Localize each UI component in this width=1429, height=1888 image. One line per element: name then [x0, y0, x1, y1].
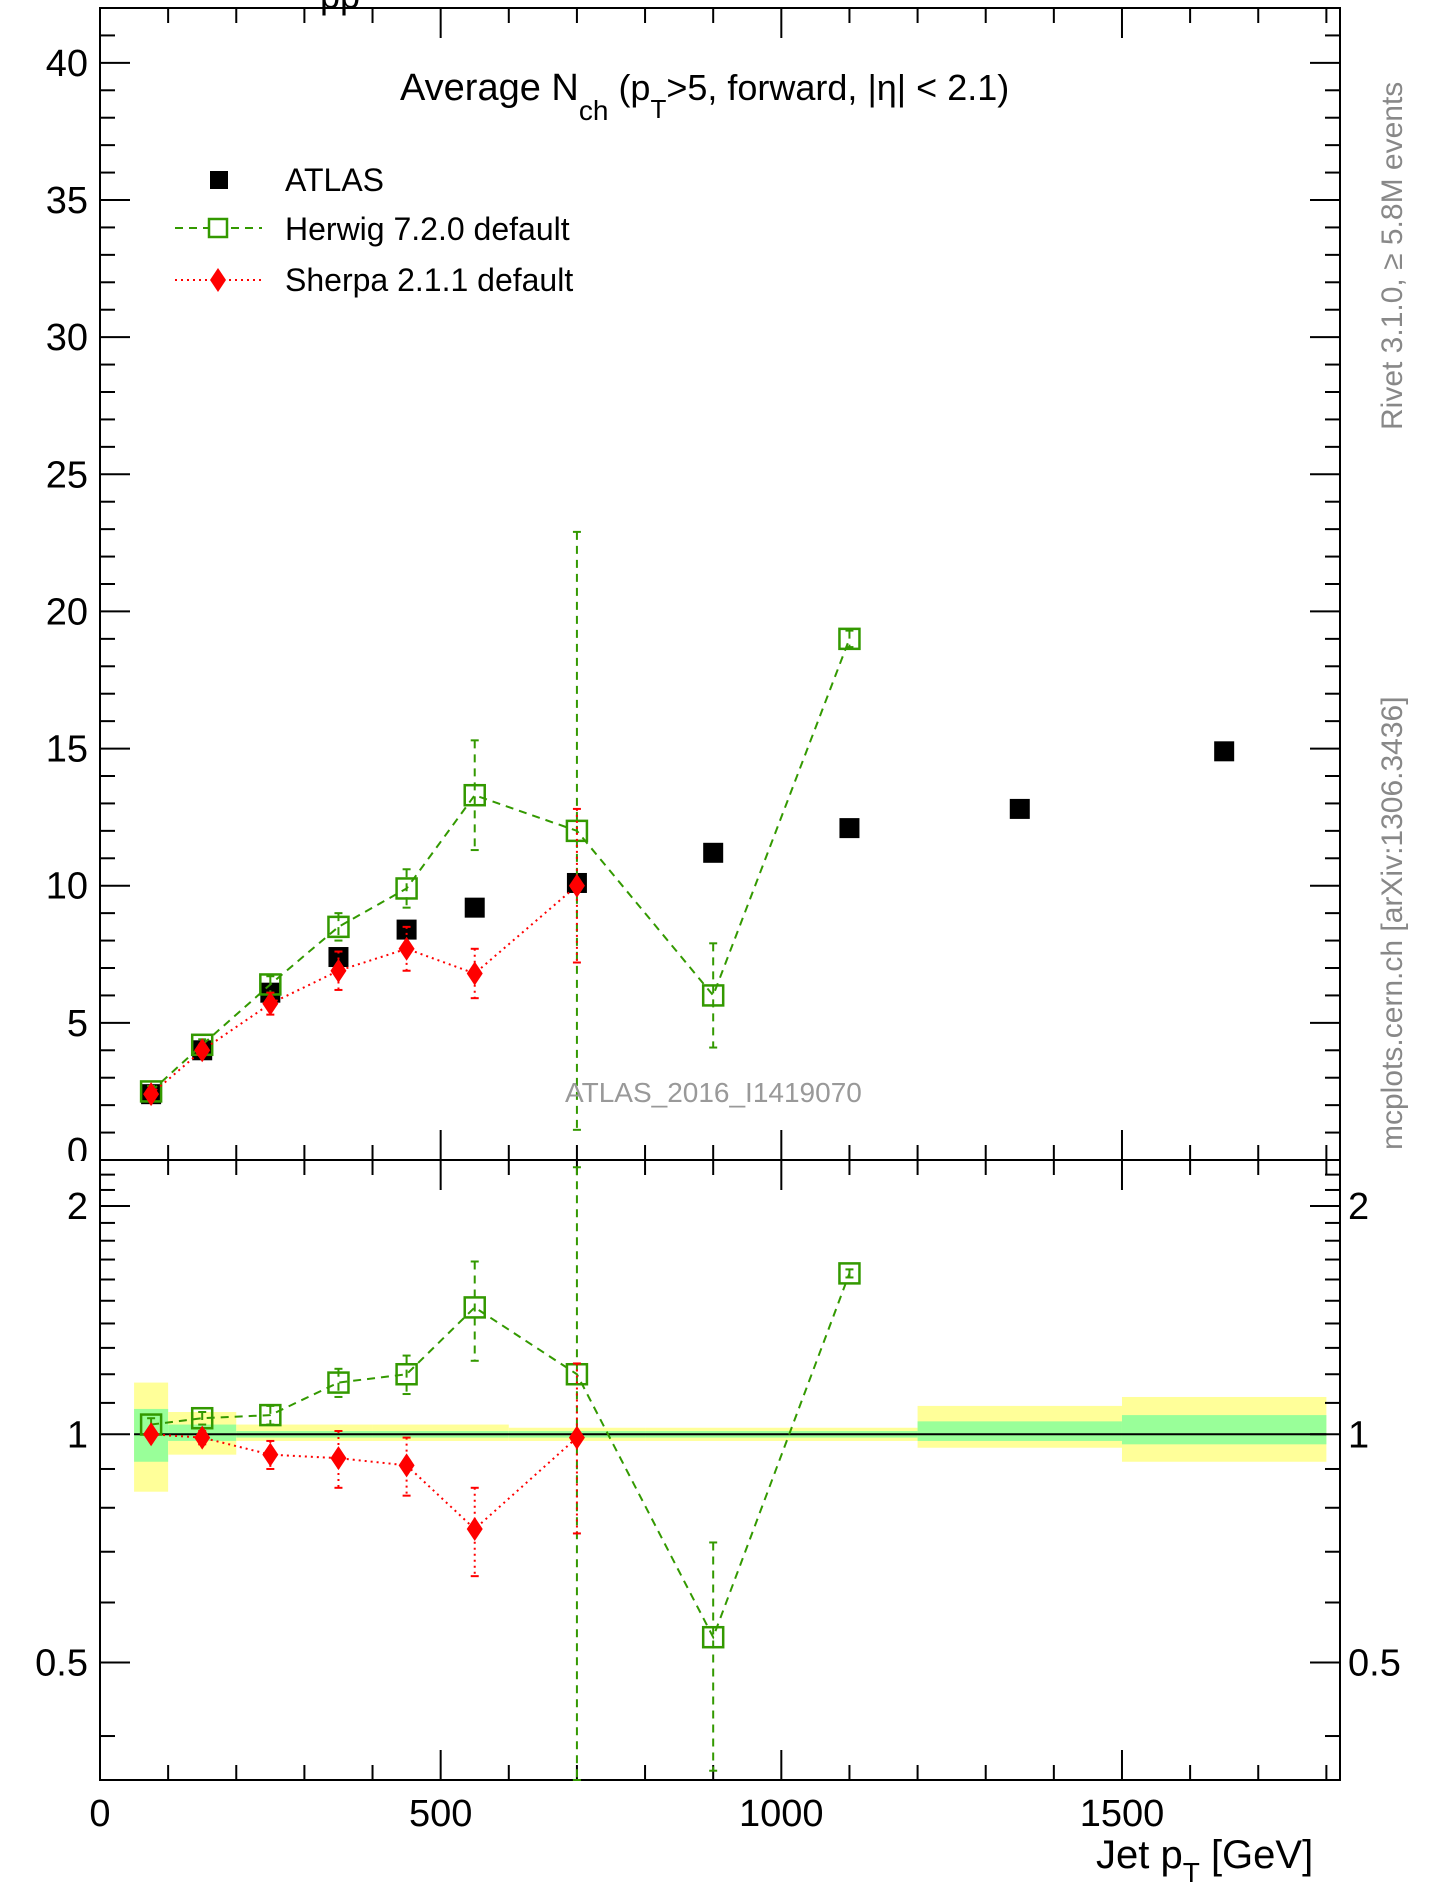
atlas-point — [1214, 741, 1235, 762]
legend: ATLAS Herwig 7.2.0 default Sherpa 2.1.1 … — [175, 162, 573, 298]
sherpa-ratio-point — [262, 1442, 279, 1467]
sherpa-line — [150, 884, 578, 1095]
ratio-y-tick-label-right: 2 — [1348, 1186, 1369, 1228]
x-tick-label: 0 — [89, 1793, 110, 1835]
herwig-ratio-point — [463, 1296, 486, 1319]
x-axis-label-sub: T — [1183, 1857, 1200, 1888]
x-axis-label-main: Jet p — [1096, 1833, 1183, 1877]
legend-label-atlas: ATLAS — [285, 162, 384, 198]
ratio-panel: 0 500 1000 1500 0.5 0.5 1 1 2 2 — [35, 1159, 1401, 1835]
main-y-tick-label: 10 — [46, 866, 88, 908]
herwig-line — [150, 638, 851, 1093]
x-tick-label: 500 — [409, 1793, 472, 1835]
main-y-tick-label: 25 — [46, 454, 88, 496]
sherpa-point — [262, 991, 279, 1016]
herwig-point — [701, 984, 725, 1007]
sherpa-ratio-point — [194, 1425, 211, 1450]
sherpa-ratio-point — [143, 1422, 160, 1447]
ratio-frame — [99, 1159, 1341, 1781]
ratio-y-tick-label-right: 1 — [1348, 1414, 1369, 1456]
legend-label-sherpa: Sherpa 2.1.1 default — [285, 262, 573, 298]
ratio-band-inner — [1121, 1415, 1327, 1445]
herwig-ratio-point — [395, 1362, 418, 1386]
x-tick-label: 1000 — [739, 1793, 824, 1835]
herwig-point — [463, 783, 486, 807]
herwig-point — [395, 877, 418, 900]
herwig-ratio-point — [259, 1403, 282, 1427]
atlas-point — [396, 919, 417, 940]
herwig-point — [838, 627, 861, 651]
herwig-ratio-point — [327, 1371, 350, 1394]
sherpa-point — [568, 873, 585, 898]
herwig-ratio-point — [701, 1625, 725, 1649]
atlas-point — [1009, 798, 1030, 819]
sherpa-point — [143, 1082, 160, 1107]
sherpa-point — [398, 936, 415, 961]
ratio-y-tick-label-left: 0.5 — [35, 1643, 88, 1685]
x-tick-label: 1500 — [1080, 1793, 1165, 1835]
main-y-tick-label: 35 — [46, 180, 88, 222]
main-y-tick-label: 20 — [46, 591, 88, 633]
main-y-tick-label: 15 — [46, 729, 88, 771]
ratio-y-tick-label-right: 0.5 — [1348, 1643, 1401, 1685]
x-axis-label: Jet pT [GeV] — [1096, 1833, 1313, 1888]
main-y-tick-label: 5 — [67, 1003, 88, 1045]
atlas-point — [703, 842, 724, 863]
zero-label-mask — [50, 1161, 98, 1201]
side-label-rivet: Rivet 3.1.0, ≥ 5.8M events — [1376, 82, 1409, 430]
atlas-point — [839, 818, 860, 839]
herwig-point — [327, 915, 350, 939]
atlas-point — [328, 947, 349, 968]
sherpa-point — [466, 961, 483, 986]
ratio-y-tick-label-left: 1 — [67, 1414, 88, 1456]
x-axis-label-unit: [GeV] — [1200, 1833, 1313, 1877]
herwig-ratio-line — [150, 1273, 851, 1640]
herwig-ratio-point — [838, 1262, 861, 1285]
chart-title: Average Nch (pT>5, forward, |η| < 2.1) — [400, 67, 1009, 126]
ratio-band-inner — [917, 1421, 1122, 1441]
main-y-tick-label: 30 — [46, 317, 88, 359]
main-y-tick-label: 40 — [46, 43, 88, 85]
legend-label-herwig: Herwig 7.2.0 default — [285, 211, 570, 247]
title-main: Average N — [400, 67, 579, 109]
title-rest-1: (p — [608, 67, 650, 108]
title-rest-2: >5, forward, |η| < 2.1) — [666, 67, 1009, 108]
sherpa-point — [330, 958, 347, 983]
legend-marker-atlas — [210, 171, 228, 189]
analysis-label: ATLAS_2016_I1419070 — [565, 1077, 862, 1108]
legend-marker-herwig — [207, 217, 229, 239]
sherpa-ratio-point — [466, 1517, 483, 1542]
sherpa-ratio-point — [568, 1425, 585, 1450]
legend-marker-sherpa — [210, 268, 226, 292]
title-rest-sub: T — [650, 94, 666, 124]
sherpa-ratio-point — [398, 1453, 415, 1478]
title-sub: ch — [579, 95, 609, 126]
sherpa-point — [194, 1038, 211, 1063]
ratio-y-tick-label-left: 2 — [67, 1186, 88, 1228]
sherpa-ratio-point — [330, 1446, 347, 1471]
side-label-mcplots: mcplots.cern.ch [arXiv:1306.3436] — [1376, 696, 1409, 1150]
atlas-point — [464, 897, 485, 918]
